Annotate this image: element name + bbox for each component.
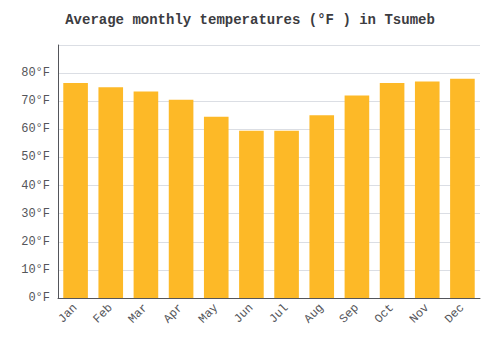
svg-text:Aug: Aug (302, 301, 327, 326)
svg-text:Average monthly temperatures (: Average monthly temperatures (°F ) in Ts… (65, 12, 435, 28)
svg-text:Sep: Sep (337, 301, 362, 326)
svg-text:May: May (196, 301, 221, 326)
svg-text:Feb: Feb (91, 301, 116, 326)
svg-text:Oct: Oct (372, 301, 397, 326)
svg-text:10°F: 10°F (21, 263, 50, 277)
svg-text:Apr: Apr (161, 301, 186, 326)
svg-text:70°F: 70°F (21, 94, 50, 108)
svg-text:30°F: 30°F (21, 207, 50, 221)
svg-text:50°F: 50°F (21, 150, 50, 164)
svg-text:Dec: Dec (442, 301, 467, 326)
svg-text:Nov: Nov (407, 301, 432, 326)
svg-text:Jul: Jul (266, 301, 291, 326)
svg-text:40°F: 40°F (21, 179, 50, 193)
svg-text:80°F: 80°F (21, 66, 50, 80)
svg-text:Jun: Jun (231, 301, 256, 326)
svg-text:0°F: 0°F (28, 291, 50, 305)
svg-text:Jan: Jan (55, 301, 80, 326)
svg-text:60°F: 60°F (21, 122, 50, 136)
svg-text:20°F: 20°F (21, 235, 50, 249)
svg-text:Mar: Mar (126, 301, 151, 326)
